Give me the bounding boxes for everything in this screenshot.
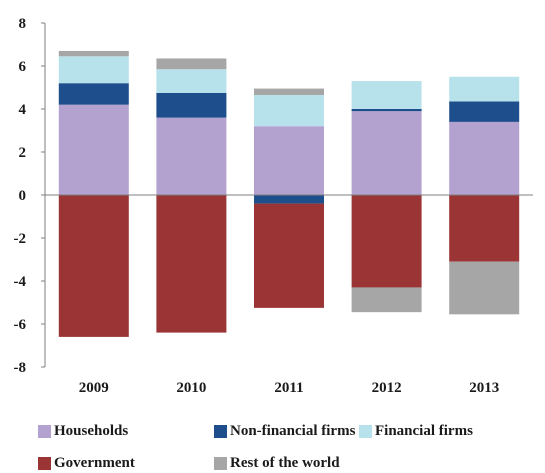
bar-segment-non-financial-firms-2012 <box>351 109 422 112</box>
y-tick-label: 4 <box>19 102 27 118</box>
y-tick-label: -2 <box>14 231 27 247</box>
bar-segment-rest-of-the-world-2009 <box>58 50 129 57</box>
bar-segment-financial-firms-2013 <box>449 76 520 102</box>
y-axis-ticks: 8 6 4 2 0 -2 -4 -6 -8 <box>14 16 45 376</box>
bar-segment-rest-of-the-world-2010 <box>156 58 227 70</box>
x-tick-label: 2013 <box>469 380 499 396</box>
bars <box>58 50 520 337</box>
bar-segment-households-2009 <box>58 104 129 195</box>
y-tick-label: 0 <box>19 188 27 204</box>
x-axis-ticks: 2009 2010 2011 2012 2013 <box>79 380 499 396</box>
bar-segment-non-financial-firms-2010 <box>156 92 227 118</box>
bar-segment-government-2009 <box>58 195 129 337</box>
y-tick-label: 8 <box>19 16 27 32</box>
bar-segment-rest-of-the-world-2013 <box>449 261 520 315</box>
bar-segment-government-2013 <box>449 195 520 262</box>
x-tick-label: 2009 <box>79 380 109 396</box>
bar-segment-government-2011 <box>254 203 324 308</box>
x-tick-label: 2012 <box>372 380 402 396</box>
bar-segment-households-2011 <box>254 126 324 195</box>
x-tick-label: 2010 <box>176 380 206 396</box>
bar-segment-financial-firms-2010 <box>156 69 227 93</box>
y-tick-label: -4 <box>14 274 27 290</box>
bar-segment-financial-firms-2012 <box>351 81 422 109</box>
bar-segment-households-2012 <box>351 111 422 195</box>
bar-segment-non-financial-firms-2013 <box>449 101 520 122</box>
y-tick-label: -6 <box>14 317 27 333</box>
bar-segment-financial-firms-2009 <box>58 56 129 84</box>
y-tick-label: -8 <box>14 360 27 376</box>
bar-segment-households-2013 <box>449 121 520 195</box>
y-tick-label: 2 <box>19 145 27 161</box>
bar-segment-government-2010 <box>156 195 227 333</box>
bar-segment-rest-of-the-world-2012 <box>351 287 422 313</box>
y-tick-label: 6 <box>19 59 27 75</box>
x-tick-label: 2011 <box>274 380 303 396</box>
bar-segment-financial-firms-2011 <box>254 95 324 127</box>
bar-segment-government-2012 <box>351 195 422 288</box>
bar-segment-non-financial-firms-2009 <box>58 83 129 105</box>
bar-segment-non-financial-firms-2011 <box>254 195 324 204</box>
bar-segment-rest-of-the-world-2011 <box>254 88 324 96</box>
bar-segment-households-2010 <box>156 117 227 195</box>
